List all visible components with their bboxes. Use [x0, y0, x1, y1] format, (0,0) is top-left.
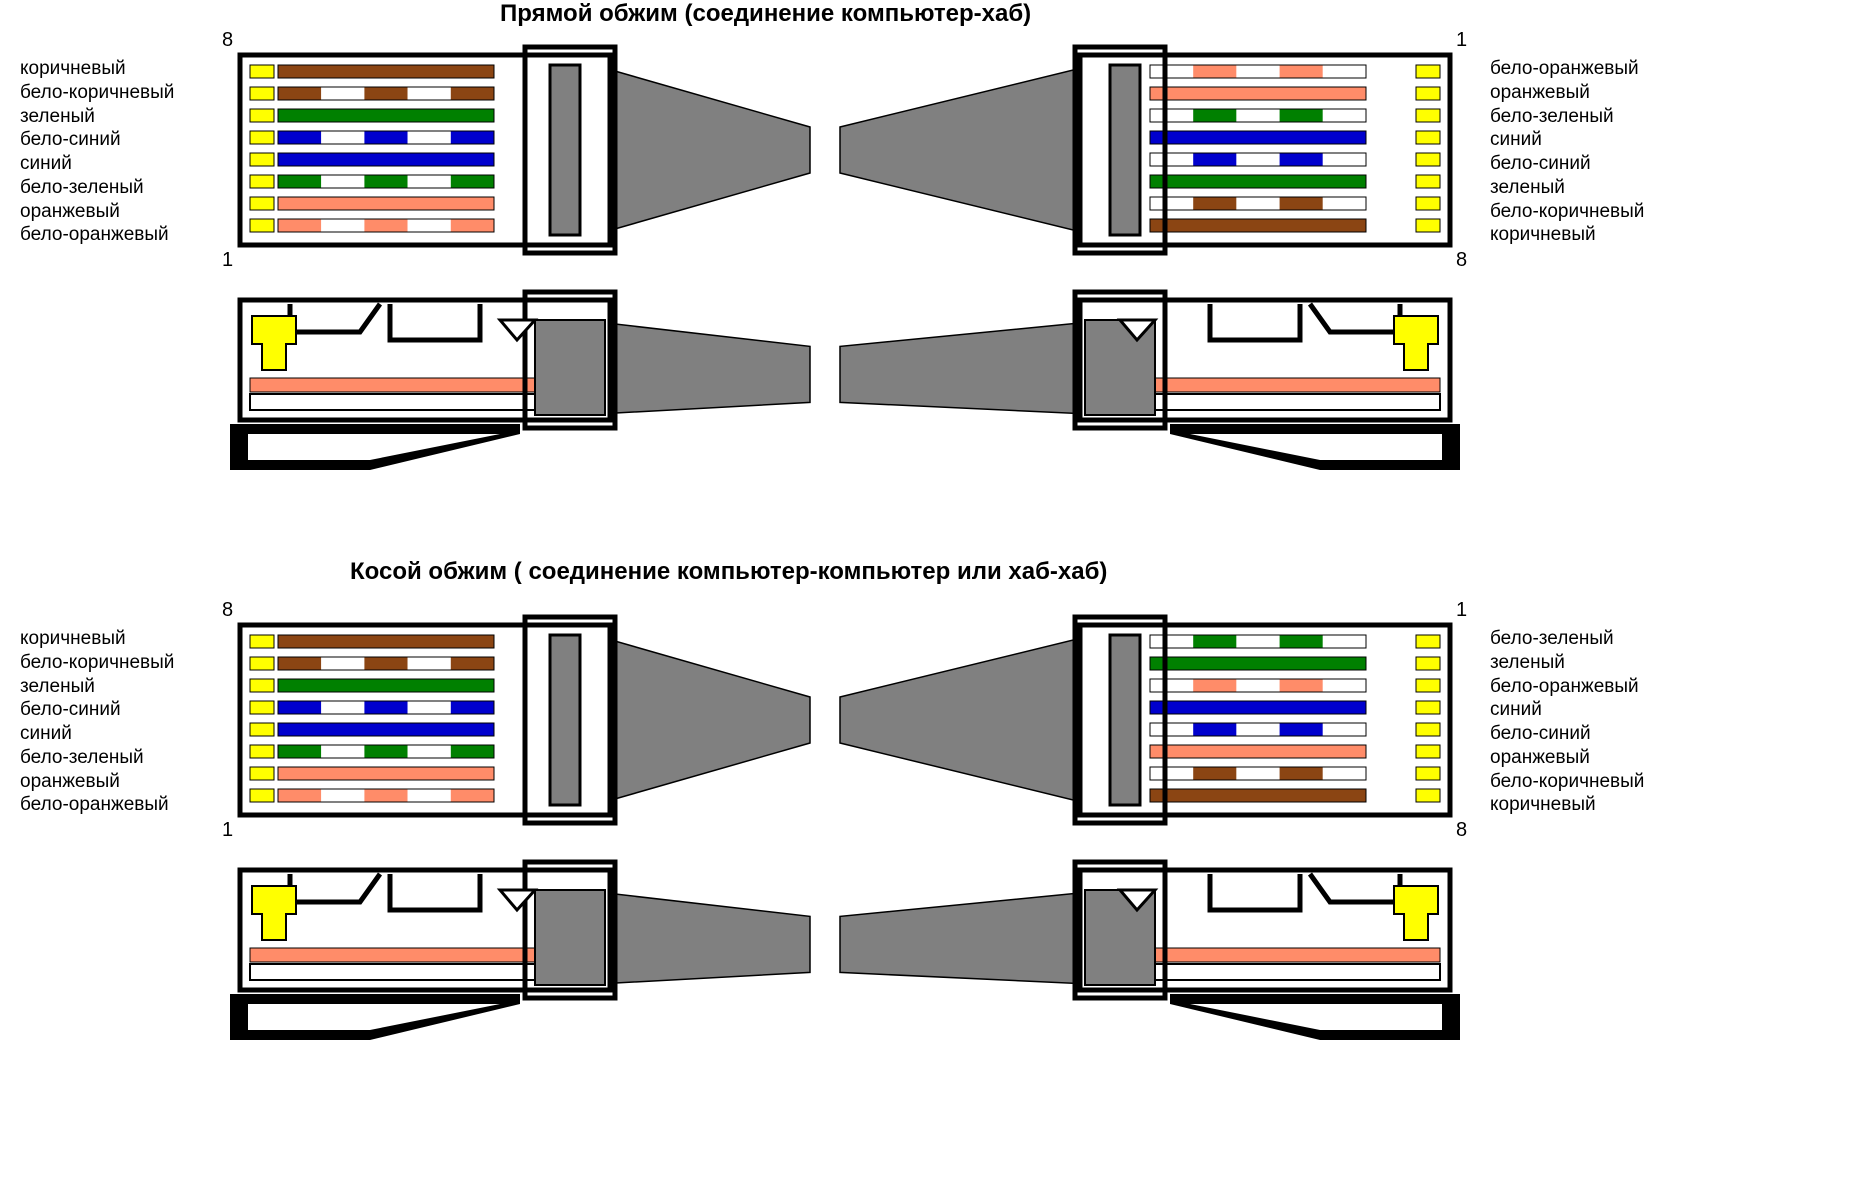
wire-label: бело-зеленый	[1490, 627, 1644, 651]
wire-label: бело-коричневый	[1490, 200, 1644, 224]
wire-label: зеленый	[1490, 176, 1644, 200]
wire-label: оранжевый	[20, 770, 174, 794]
sec1-left-pin-bottom: 1	[222, 249, 233, 272]
wire-label: бело-синий	[1490, 722, 1644, 746]
wire-label: синий	[20, 722, 174, 746]
wire-label: коричневый	[1490, 793, 1644, 817]
wire-label: бело-коричневый	[20, 81, 174, 105]
wire-label: коричневый	[20, 57, 174, 81]
wire-label: бело-зеленый	[20, 176, 174, 200]
wire-label: бело-синий	[1490, 152, 1644, 176]
wire-label: бело-коричневый	[20, 651, 174, 675]
wire-label: бело-синий	[20, 698, 174, 722]
sec1-right-pin-bottom: 8	[1456, 249, 1467, 272]
sec2-right-pin-top: 1	[1456, 599, 1467, 622]
wire-label: бело-оранжевый	[20, 223, 174, 247]
sec2-left-pin-bottom: 1	[222, 819, 233, 842]
wire-label: бело-синий	[20, 128, 174, 152]
sec2-right-pin-bottom: 8	[1456, 819, 1467, 842]
sec1-left-pin-top: 8	[222, 29, 233, 52]
wire-label: оранжевый	[1490, 81, 1644, 105]
wire-label: бело-оранжевый	[20, 793, 174, 817]
sec2-left-labels: коричневыйбело-коричневыйзеленыйбело-син…	[20, 627, 174, 817]
wire-label: оранжевый	[20, 200, 174, 224]
sec2-left-pin-top: 8	[222, 599, 233, 622]
sec1-right-labels: бело-оранжевыйоранжевыйбело-зеленыйсиний…	[1490, 57, 1644, 247]
section2-title: Косой обжим ( соединение компьютер-компь…	[350, 558, 1107, 586]
wire-label: коричневый	[1490, 223, 1644, 247]
sec1-left-labels: коричневыйбело-коричневыйзеленыйбело-син…	[20, 57, 174, 247]
wire-label: синий	[20, 152, 174, 176]
wire-label: коричневый	[20, 627, 174, 651]
wire-label: зеленый	[20, 105, 174, 129]
sec2-right-labels: бело-зеленыйзеленыйбело-оранжевыйсинийбе…	[1490, 627, 1644, 817]
wire-label: бело-оранжевый	[1490, 675, 1644, 699]
wire-label: оранжевый	[1490, 746, 1644, 770]
wire-label: синий	[1490, 698, 1644, 722]
section1-title: Прямой обжим (соединение компьютер-хаб)	[500, 0, 1031, 28]
wire-label: бело-коричневый	[1490, 770, 1644, 794]
wire-label: зеленый	[20, 675, 174, 699]
wire-label: бело-зеленый	[1490, 105, 1644, 129]
sec1-right-pin-top: 1	[1456, 29, 1467, 52]
wire-label: синий	[1490, 128, 1644, 152]
wire-label: бело-зеленый	[20, 746, 174, 770]
wire-label: зеленый	[1490, 651, 1644, 675]
wire-label: бело-оранжевый	[1490, 57, 1644, 81]
